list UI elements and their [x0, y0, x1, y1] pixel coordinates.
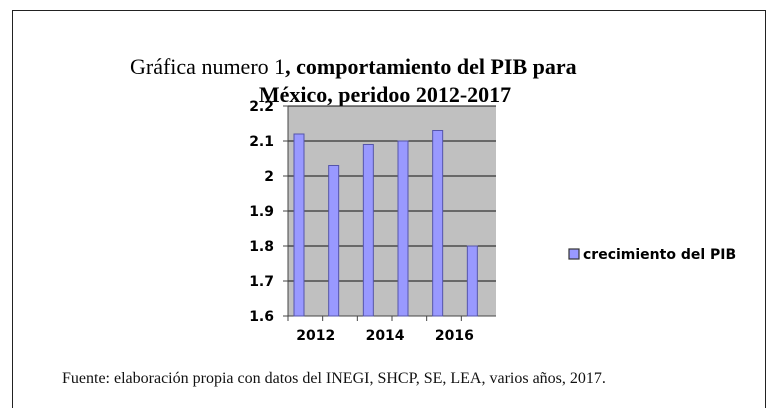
x-tick-label: 2012: [296, 328, 335, 344]
title-part: , comportamiento del PIB para: [285, 54, 576, 79]
legend-label: crecimiento del PIB: [583, 247, 736, 263]
bar: [397, 140, 409, 317]
chart-title: Gráfica numero 1, comportamiento del PIB…: [130, 54, 577, 79]
y-tick-label: 2: [264, 169, 274, 185]
x-tick-label: 2016: [435, 328, 474, 344]
legend-swatch: [568, 248, 580, 260]
y-tick-label: 1.6: [249, 309, 274, 325]
bar: [328, 165, 340, 317]
source-note: Fuente: elaboración propia con datos del…: [62, 370, 606, 387]
y-tick-label: 1.7: [249, 274, 274, 290]
chart-frame: [12, 10, 766, 408]
title-part: México, peridoo 2012-2017: [259, 82, 511, 107]
y-tick-label: 2.1: [249, 134, 274, 150]
y-tick-label: 1.8: [249, 239, 274, 255]
title-part: Gráfica numero 1: [130, 54, 285, 79]
x-tick-label: 2014: [366, 328, 405, 344]
bar: [432, 130, 444, 317]
bar: [466, 245, 478, 317]
y-tick-label: 2.2: [249, 99, 274, 115]
y-tick-label: 1.9: [249, 204, 274, 220]
bar: [362, 144, 374, 317]
bar: [293, 133, 305, 317]
